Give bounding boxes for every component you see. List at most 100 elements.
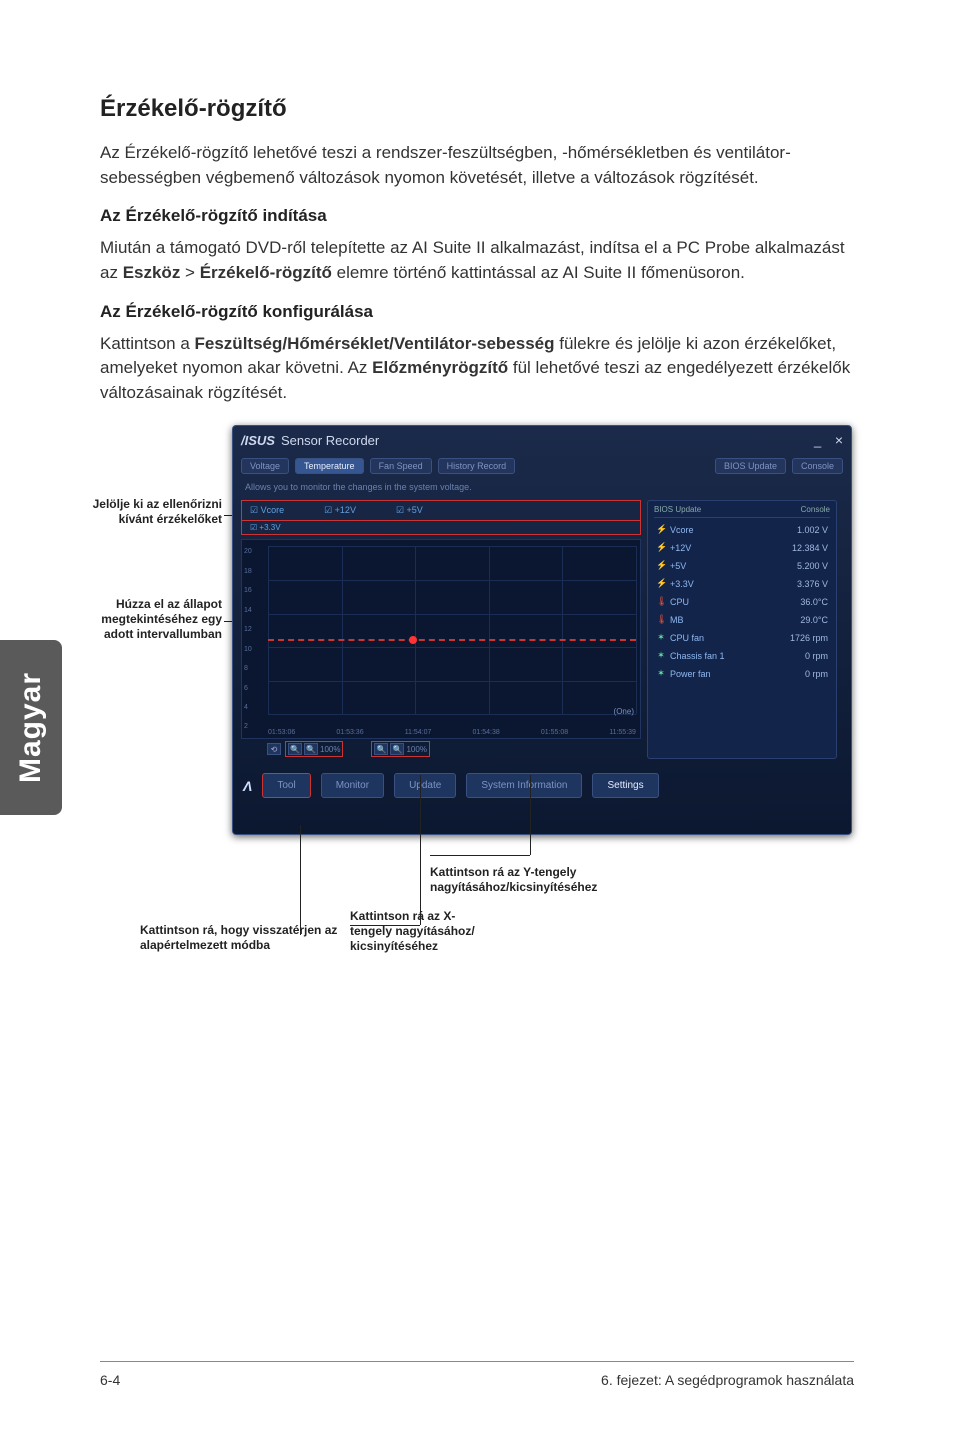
p2-a: Kattintson a	[100, 334, 195, 353]
status-row: ⚡+12V12.384 V	[654, 539, 830, 556]
tool-button[interactable]: Tool	[262, 773, 310, 798]
intro-text: Az Érzékelő-rögzítő lehetővé teszi a ren…	[100, 141, 854, 190]
status-label: Vcore	[670, 525, 797, 535]
tab-history-record[interactable]: History Record	[438, 458, 516, 474]
bottom-toolbar: Λ Tool Monitor Update System Information…	[233, 765, 851, 806]
status-value: 5.200 V	[797, 561, 828, 571]
ytick: 2	[244, 723, 268, 730]
tab-voltage[interactable]: Voltage	[241, 458, 289, 474]
annot-y-zoom: Kattintson rá az Y-tengely nagyításához/…	[430, 865, 650, 895]
subheading-start: Az Érzékelő-rögzítő indítása	[100, 206, 854, 226]
status-value: 36.0°C	[800, 597, 828, 607]
bios-update-button[interactable]: BIOS Update	[715, 458, 786, 474]
page-number: 6-4	[100, 1372, 120, 1388]
status-value: 0 rpm	[805, 651, 828, 661]
check-vcore[interactable]: ☑ Vcore	[250, 505, 284, 516]
lead-line	[430, 855, 530, 856]
check-5v[interactable]: ☑ +5V	[396, 505, 423, 516]
page-title: Érzékelő-rögzítő	[100, 95, 854, 123]
zoom-y-group: 🔍 🔍 100%	[371, 741, 429, 757]
status-label: CPU	[670, 597, 800, 607]
status-value: 12.384 V	[792, 543, 828, 553]
chart-y-axis: 20 18 16 14 12 10 8 6 4 2	[244, 540, 268, 738]
status-panel: BIOS Update Console ⚡ Vcore1.002 V ⚡+12V1…	[647, 500, 837, 759]
zoom-out-x-icon[interactable]: 🔍	[304, 743, 318, 755]
thermometer-icon: 🌡	[656, 614, 666, 625]
fan-icon: ✶	[656, 632, 666, 643]
voltage-chart[interactable]: 20 18 16 14 12 10 8 6 4 2	[241, 539, 641, 739]
chart-panel: ☑ Vcore ☑ +12V ☑ +5V ☑ +3.3V 20 18 16 14	[241, 500, 641, 759]
bolt-icon: ⚡	[656, 524, 666, 535]
thermometer-icon: 🌡	[656, 596, 666, 607]
p1-tool: Eszköz	[123, 263, 181, 282]
bolt-icon: ⚡	[656, 560, 666, 571]
status-label: +3.3V	[670, 579, 797, 589]
xtick: 01:54:38	[473, 729, 500, 736]
update-button[interactable]: Update	[394, 773, 456, 798]
chart-series-line	[268, 639, 636, 641]
check-3v-label: +3.3V	[259, 523, 280, 532]
page-content: Érzékelő-rögzítő Az Érzékelő-rögzítő leh…	[0, 0, 954, 1045]
close-icon[interactable]: ×	[835, 432, 843, 448]
zoom-in-y-icon[interactable]: 🔍	[374, 743, 388, 755]
sensor-recorder-window: /ISUS Sensor Recorder _ × Voltage Temper…	[232, 425, 852, 835]
status-row: ✶CPU fan1726 rpm	[654, 629, 830, 646]
annot-drag-interval: Húzza el az állapot megtekintéséhez egy …	[82, 597, 222, 642]
status-value: 29.0°C	[800, 615, 828, 625]
check-12v-label: +12V	[335, 505, 356, 515]
page-footer: 6-4 6. fejezet: A segédprogramok használ…	[100, 1361, 854, 1388]
status-row: ⚡ Vcore1.002 V	[654, 521, 830, 538]
system-information-button[interactable]: System Information	[466, 773, 582, 798]
tab-fan-speed[interactable]: Fan Speed	[370, 458, 432, 474]
status-value: 3.376 V	[797, 579, 828, 589]
status-row: 🌡 CPU36.0°C	[654, 593, 830, 610]
check-5v-label: +5V	[407, 505, 423, 515]
lead-line	[300, 825, 301, 935]
zoom-controls: ⟲ 🔍 🔍 100% 🔍 🔍 100%	[241, 739, 641, 759]
xtick: 01:55:08	[541, 729, 568, 736]
zoom-x-value: 100%	[320, 745, 340, 754]
fan-icon: ✶	[656, 668, 666, 679]
zoom-out-y-icon[interactable]: 🔍	[390, 743, 404, 755]
console-button[interactable]: Console	[792, 458, 843, 474]
status-label: Power fan	[670, 669, 805, 679]
status-row: ⚡+5V5.200 V	[654, 557, 830, 574]
ytick: 10	[244, 646, 268, 653]
minimize-icon[interactable]: _	[814, 433, 821, 448]
ytick: 4	[244, 704, 268, 711]
bolt-icon: ⚡	[656, 578, 666, 589]
lead-line	[530, 775, 531, 855]
lead-line	[420, 775, 421, 925]
monitor-button[interactable]: Monitor	[321, 773, 384, 798]
ytick: 12	[244, 626, 268, 633]
window-title: Sensor Recorder	[281, 433, 379, 448]
ytick: 6	[244, 685, 268, 692]
ytick: 20	[244, 548, 268, 555]
ytick: 16	[244, 587, 268, 594]
status-value: 1.002 V	[797, 525, 828, 535]
status-row: ✶Power fan0 rpm	[654, 665, 830, 682]
asus-logo-small: Λ	[243, 778, 252, 794]
paragraph-start: Miután a támogató DVD-ről telepítette az…	[100, 236, 854, 285]
status-row: ⚡ +3.3V3.376 V	[654, 575, 830, 592]
subheading-config: Az Érzékelő-rögzítő konfigurálása	[100, 302, 854, 322]
check-3v[interactable]: ☑ +3.3V	[250, 523, 281, 532]
status-label: Chassis fan 1	[670, 651, 805, 661]
ytick: 8	[244, 665, 268, 672]
status-row: 🌡MB29.0°C	[654, 611, 830, 628]
status-head-left: BIOS Update	[654, 505, 701, 514]
status-head-right: Console	[801, 505, 830, 514]
side-tab: Magyar	[0, 640, 62, 815]
zoom-reset-x-button[interactable]: ⟲	[267, 743, 281, 755]
settings-button[interactable]: Settings	[592, 773, 658, 798]
ytick: 18	[244, 568, 268, 575]
p1-b: elemre történő kattintással az AI Suite …	[332, 263, 745, 282]
check-12v[interactable]: ☑ +12V	[324, 505, 356, 516]
tabs-row: Voltage Temperature Fan Speed History Re…	[233, 454, 851, 478]
titlebar: /ISUS Sensor Recorder _ ×	[233, 426, 851, 454]
asus-logo: /ISUS	[241, 433, 275, 448]
tab-temperature[interactable]: Temperature	[295, 458, 364, 474]
sensor-checkboxes-2: ☑ +3.3V	[241, 521, 641, 535]
zoom-in-x-icon[interactable]: 🔍	[288, 743, 302, 755]
sensor-checkboxes: ☑ Vcore ☑ +12V ☑ +5V	[241, 500, 641, 521]
